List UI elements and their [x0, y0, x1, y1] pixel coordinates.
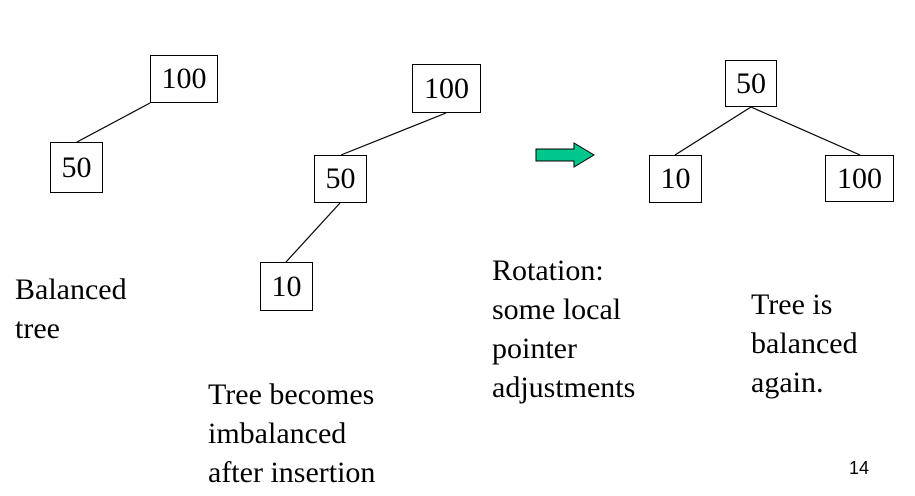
node-t2-child: 50: [314, 155, 367, 203]
edge-t2-100-50: [340, 112, 447, 156]
node-t3-left: 10: [649, 155, 702, 203]
caption-line: balanced: [751, 327, 858, 360]
caption-balanced: Balanced tree: [15, 270, 127, 348]
caption-rebalanced: Tree is balanced again.: [751, 285, 858, 402]
caption-line: Tree is: [751, 288, 833, 321]
edge-t3-50-100: [750, 106, 861, 156]
node-t1-left: 50: [50, 142, 103, 193]
caption-line: imbalanced: [208, 417, 347, 450]
caption-imbalanced: Tree becomes imbalanced after insertion: [208, 375, 375, 492]
caption-line: Balanced: [15, 273, 127, 306]
edge-t3-50-10: [674, 106, 752, 156]
caption-line: adjustments: [492, 371, 636, 404]
node-t3-right: 100: [825, 155, 894, 202]
node-t2-root: 100: [412, 64, 481, 113]
edge-t2-50-10: [285, 202, 341, 263]
caption-line: after insertion: [208, 456, 376, 489]
page-number: 14: [849, 458, 870, 478]
caption-line: Rotation:: [492, 254, 604, 287]
rotation-arrow-icon: [535, 142, 595, 168]
node-t2-grandchild: 10: [260, 262, 313, 311]
caption-line: pointer: [492, 332, 577, 365]
caption-line: some local: [492, 293, 622, 326]
edge-t1-100-50: [76, 102, 151, 143]
caption-rotation: Rotation: some local pointer adjustments: [492, 251, 635, 407]
caption-line: again.: [751, 366, 824, 399]
caption-line: Tree becomes: [208, 378, 375, 411]
node-t3-root: 50: [725, 60, 777, 107]
caption-line: tree: [15, 312, 60, 345]
node-t1-root: 100: [150, 55, 218, 103]
